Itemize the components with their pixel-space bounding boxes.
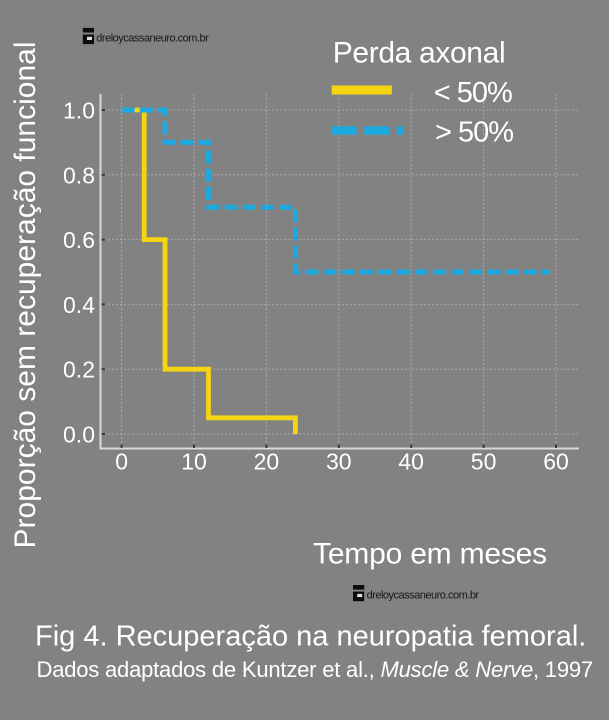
svg-text:40: 40 xyxy=(398,449,424,475)
svg-text:0.6: 0.6 xyxy=(63,227,95,253)
svg-text:Fig 4. Recuperação na neuropat: Fig 4. Recuperação na neuropatia femoral… xyxy=(35,621,586,653)
svg-text:1.0: 1.0 xyxy=(63,98,95,124)
svg-text:Tempo em meses: Tempo em meses xyxy=(313,538,547,571)
svg-text:50: 50 xyxy=(471,449,497,475)
svg-text:60: 60 xyxy=(543,449,569,475)
svg-text:0.0: 0.0 xyxy=(63,422,95,448)
svg-text:0: 0 xyxy=(115,449,128,475)
svg-text:Proporção sem recuperação func: Proporção sem recuperação funcional xyxy=(9,42,42,549)
svg-text:dreloycassaneuro.com.br: dreloycassaneuro.com.br xyxy=(96,33,209,45)
svg-text:Perda axonal: Perda axonal xyxy=(333,36,506,69)
svg-text:Dados adaptados de Kuntzer et: Dados adaptados de Kuntzer et al., Muscl… xyxy=(37,657,593,682)
svg-text:0.8: 0.8 xyxy=(63,162,95,188)
svg-text:20: 20 xyxy=(254,449,280,475)
svg-text:> 50%: > 50% xyxy=(435,116,513,148)
svg-text:10: 10 xyxy=(181,449,207,475)
svg-text:dreloycassaneuro.com.br: dreloycassaneuro.com.br xyxy=(367,590,480,602)
svg-text:30: 30 xyxy=(326,449,352,475)
svg-text:< 50%: < 50% xyxy=(434,77,512,109)
svg-text:0.2: 0.2 xyxy=(63,357,95,383)
svg-text:0.4: 0.4 xyxy=(63,292,95,318)
